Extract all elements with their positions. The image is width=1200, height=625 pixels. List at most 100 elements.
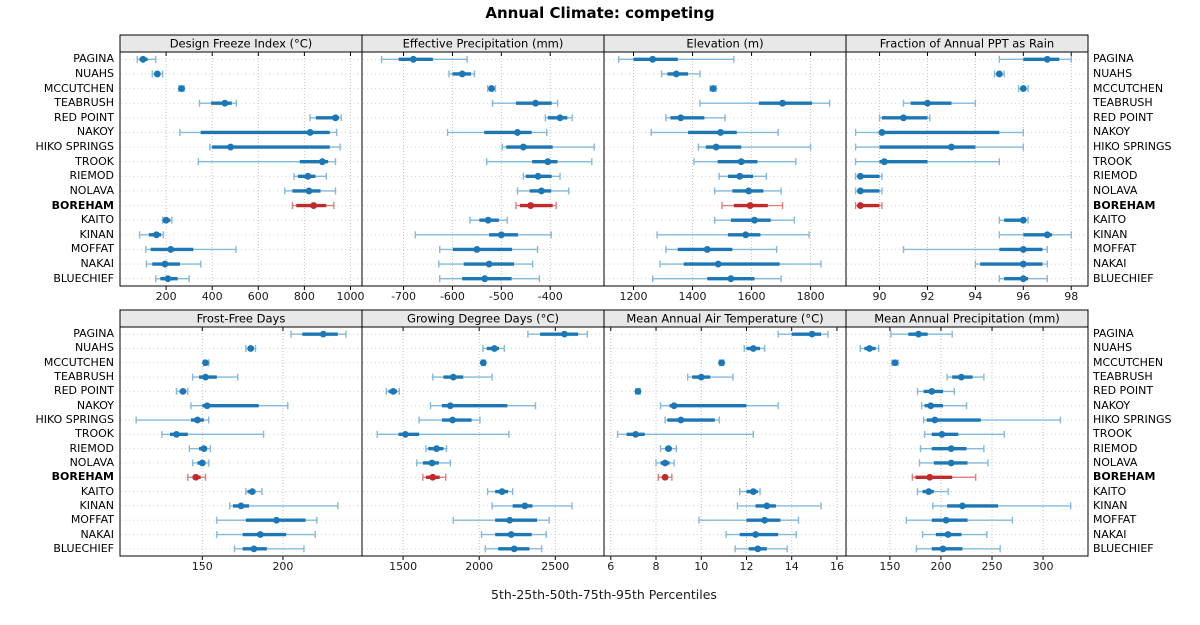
percentile-row-nakoy (179, 128, 338, 136)
axis-tick-label: 1200 (620, 290, 648, 303)
median-dot (808, 330, 816, 338)
site-label-nolava: NOLAVA (1093, 183, 1138, 197)
percentile-row-hiko-springs (922, 416, 1062, 424)
site-label-trook: TROOK (1093, 427, 1132, 441)
median-dot (306, 129, 314, 136)
percentile-row-riemod (718, 172, 768, 180)
site-label-mccutchen: MCCUTCHEN (43, 355, 114, 369)
panel-plot-area (119, 326, 363, 557)
median-dot (737, 158, 745, 166)
percentile-row-bluechief (651, 275, 782, 283)
percentile-row-kaito (486, 488, 514, 496)
site-label-nolava: NOLAVA (69, 183, 114, 197)
axis-tick-label: 600 (248, 290, 269, 303)
site-label-nuahs: NUAHS (74, 341, 114, 355)
percentile-row-kaito (916, 488, 949, 496)
axis-tick-label: 2000 (465, 560, 493, 573)
median-dot (449, 416, 456, 424)
site-label-hiko-springs: HIKO SPRINGS (1093, 140, 1172, 154)
median-dot (497, 231, 505, 239)
site-label-moffat: MOFFAT (70, 242, 114, 256)
median-dot (479, 359, 487, 367)
site-label-kinan: KINAN (1093, 498, 1128, 512)
median-dot (1043, 55, 1051, 63)
median-dot (928, 388, 936, 395)
site-label-bluechief: BLUECHIEF (53, 271, 114, 285)
median-dot (779, 99, 786, 107)
site-label-moffat: MOFFAT (70, 513, 114, 527)
percentile-row-teabrush (191, 373, 239, 381)
median-dot (179, 388, 187, 395)
panel-title: Elevation (m) (686, 37, 763, 51)
axis-tick-label: 1000 (336, 290, 364, 303)
percentile-row-riemod (854, 172, 883, 180)
panel-plot-area (361, 51, 605, 287)
median-dot (939, 545, 947, 553)
site-label-pagina: PAGINA (73, 52, 114, 66)
axis-tick-label: 1600 (738, 290, 766, 303)
percentile-row-moffat (698, 516, 800, 524)
percentile-row-riemod (522, 172, 561, 180)
percentile-row-trook (616, 430, 754, 438)
percentile-row-kinan (932, 502, 1072, 510)
site-label-teabrush: TEABRUSH (54, 370, 114, 384)
percentile-row-teabrush (699, 99, 831, 107)
site-label-trook: TROOK (1093, 154, 1132, 168)
percentile-row-teabrush (946, 373, 985, 381)
percentile-row-nolava (191, 459, 210, 467)
axis-tick-label: 94 (968, 290, 982, 303)
percentile-row-kinan (998, 231, 1072, 239)
median-dot (761, 516, 768, 524)
percentile-row-nolava (854, 187, 883, 195)
median-dot (237, 502, 245, 510)
site-label-boreham: BOREHAM (51, 198, 114, 212)
panel-title: Effective Precipitation (mm) (403, 37, 564, 51)
median-dot (938, 430, 946, 438)
axis-tick-label: -500 (489, 290, 514, 303)
median-dot (754, 545, 762, 553)
percentile-row-kinan (138, 231, 165, 239)
percentile-row-red-point (309, 114, 342, 122)
percentile-row-riemod (919, 445, 985, 453)
axis-tick-label: 800 (294, 290, 315, 303)
median-dot (162, 216, 170, 224)
panel-mean-annual-air-temperature-c-: Mean Annual Air Temperature (°C) 6 8 10 12 14… (603, 309, 847, 573)
median-dot (305, 187, 313, 195)
axis-tick-label: -400 (538, 290, 563, 303)
site-label-nolava: NOLAVA (1093, 455, 1138, 469)
percentile-row-riemod (425, 445, 448, 453)
percentile-row-boreham (515, 202, 557, 210)
percentile-row-hiko-springs (664, 416, 721, 424)
percentile-row-kaito (998, 216, 1029, 224)
site-label-nakoy: NAKOY (76, 398, 114, 412)
percentile-row-nakoy (659, 402, 779, 410)
x-axis-title: 5th-25th-50th-75th-95th Percentiles (491, 587, 717, 602)
site-label-nakoy: NAKOY (76, 125, 114, 139)
median-dot (752, 531, 759, 538)
percentile-row-nakai (480, 531, 547, 539)
median-dot (485, 260, 493, 268)
median-dot (389, 388, 397, 395)
axis-tick-label: 300 (1033, 560, 1054, 573)
median-dot (446, 402, 454, 410)
median-dot (751, 216, 758, 224)
percentile-row-hiko-springs (135, 416, 210, 424)
site-label-red-point: RED POINT (1093, 110, 1154, 124)
percentile-row-red-point (544, 114, 573, 122)
median-dot (173, 430, 180, 438)
percentile-row-red-point (175, 387, 189, 395)
percentile-row-red-point (385, 387, 400, 395)
median-dot (947, 445, 955, 453)
percentile-row-nolava (284, 187, 337, 195)
median-dot (510, 545, 518, 553)
percentile-row-kaito (161, 216, 173, 224)
percentile-row-mccutchen (486, 85, 497, 93)
percentile-row-boreham (911, 473, 977, 481)
percentile-row-pagina (998, 55, 1072, 63)
median-dot (318, 158, 326, 166)
median-dot (161, 260, 169, 268)
site-label-nakai: NAKAI (80, 527, 114, 541)
median-dot (927, 402, 935, 410)
median-dot (677, 416, 685, 424)
